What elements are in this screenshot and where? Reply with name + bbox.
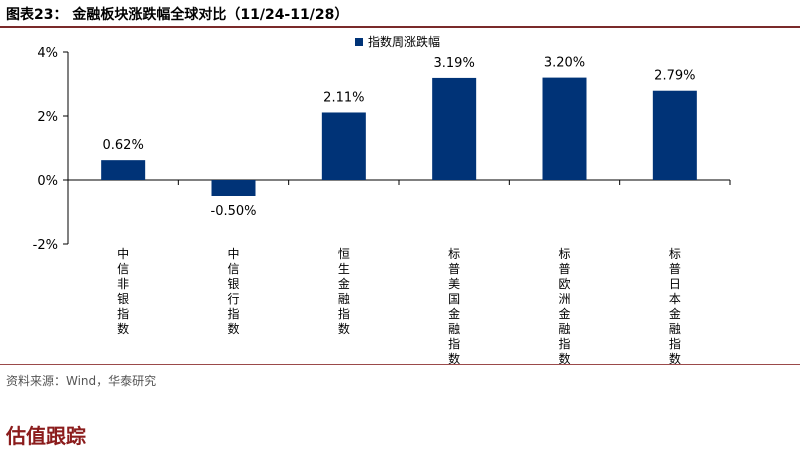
section-heading: 估值跟踪 (6, 424, 86, 448)
y-tick-label: -2% (33, 238, 58, 253)
legend-label: 指数周涨跌幅 (368, 34, 440, 49)
data-label: 3.20% (544, 56, 585, 71)
y-tick-label: 2% (37, 110, 58, 125)
category-label: 标普美国金融指数 (448, 247, 460, 365)
source-rule (0, 364, 800, 365)
legend-swatch (355, 38, 363, 46)
data-label: 0.62% (103, 138, 144, 153)
category-label: 恒生金融指数 (338, 247, 350, 336)
bar (542, 77, 587, 180)
category-label: 标普欧洲金融指数 (558, 247, 570, 365)
bar (652, 90, 697, 180)
data-label: -0.50% (211, 204, 257, 219)
bar (101, 160, 146, 180)
category-label: 中信银行指数 (227, 246, 239, 336)
category-label: 标普日本金融指数 (669, 247, 681, 365)
bar (211, 180, 256, 196)
figure-title: 图表23： 金融板块涨跌幅全球对比（11/24-11/28） (6, 7, 349, 23)
data-label: 3.19% (434, 56, 475, 71)
y-tick-label: 0% (37, 174, 58, 189)
data-label: 2.11% (323, 90, 364, 105)
category-label: 中信非银指数 (117, 246, 129, 336)
data-label: 2.79% (654, 69, 695, 84)
y-tick-label: 4% (37, 46, 58, 61)
title-rule (0, 26, 800, 28)
source-note: 资料来源：Wind，华泰研究 (6, 374, 157, 388)
bar (321, 112, 366, 180)
bar-chart: -2% 0% 2% 4% 0.62% 中信非银指数 -0.50% 中信银行指数 2.11% 恒生金… (33, 34, 731, 365)
bar (432, 77, 477, 180)
